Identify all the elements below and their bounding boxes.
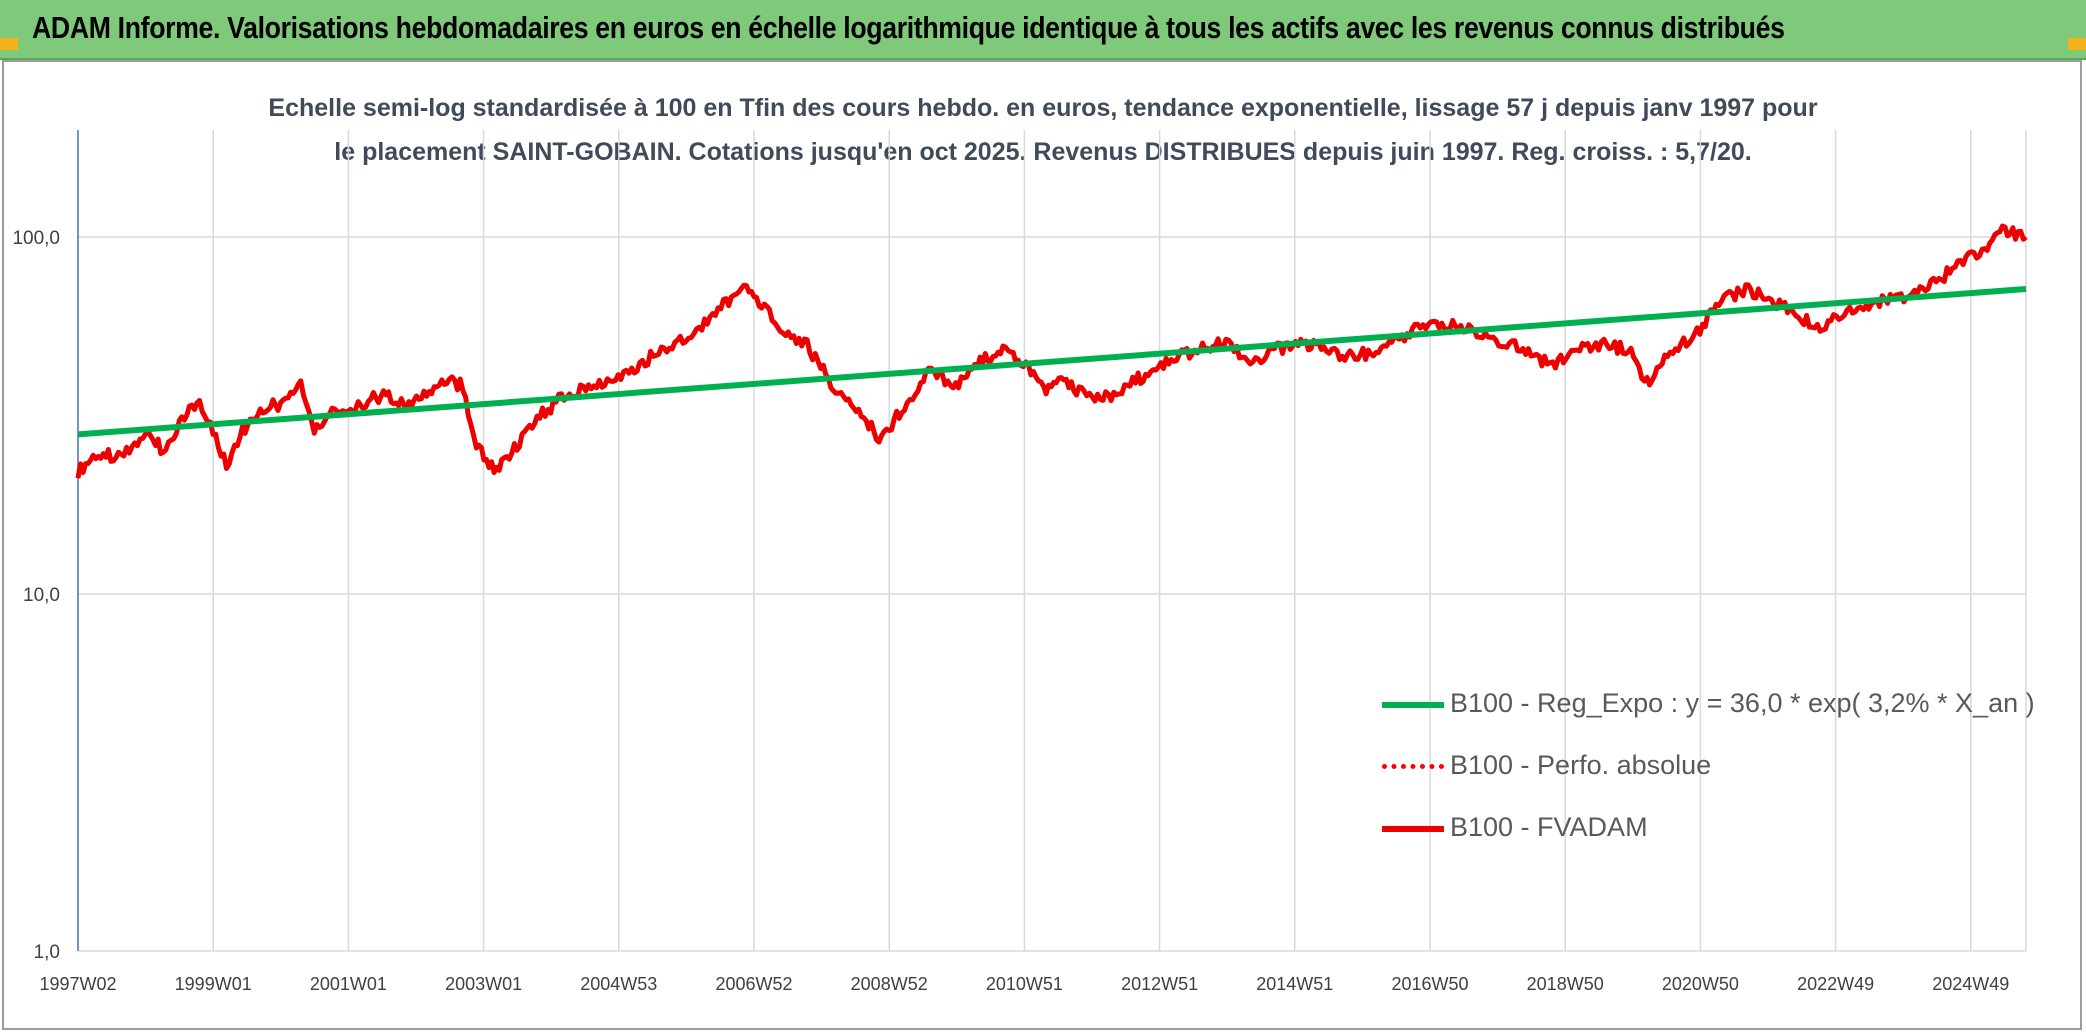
legend-swatch-regression [1382, 702, 1444, 708]
x-tick-label: 2022W49 [1797, 974, 1874, 994]
legend-swatch-fvadam [1382, 826, 1444, 832]
x-tick-label: 2018W50 [1527, 974, 1604, 994]
legend-label-fvadam: B100 - FVADAM [1450, 812, 1648, 842]
x-tick-label: 2006W52 [715, 974, 792, 994]
x-tick-label: 2010W51 [986, 974, 1063, 994]
y-tick-label: 100,0 [12, 228, 60, 249]
chart-title: Echelle semi-log standardisée à 100 en T… [0, 86, 2086, 174]
x-tick-label: 2003W01 [445, 974, 522, 994]
corner-marker-left [0, 38, 18, 50]
series-line-fvadam [75, 223, 2028, 479]
x-tick-label: 2020W50 [1662, 974, 1739, 994]
x-tick-label: 2016W50 [1391, 974, 1468, 994]
y-tick-label: 10,0 [23, 585, 60, 606]
legend-label-perfo: B100 - Perfo. absolue [1450, 750, 1712, 780]
x-tick-label: 2012W51 [1121, 974, 1198, 994]
corner-marker-right [2068, 38, 2086, 50]
chart-title-text: Echelle semi-log standardisée à 100 en T… [268, 94, 1818, 166]
x-tick-label: 2001W01 [310, 974, 387, 994]
x-tick-label: 2008W52 [851, 974, 928, 994]
x-tick-label: 2004W53 [580, 974, 657, 994]
legend-label-regression: B100 - Reg_Expo : y = 36,0 * exp( 3,2% *… [1450, 688, 2035, 718]
header-bar: ADAM Informe. Valorisations hebdomadaire… [0, 0, 2086, 60]
series-line-regression [77, 286, 2027, 438]
x-tick-label: 2014W51 [1256, 974, 1333, 994]
x-tick-label: 2024W49 [1932, 974, 2009, 994]
x-tick-label: 1997W02 [39, 974, 116, 994]
x-tick-label: 1999W01 [175, 974, 252, 994]
page-title: ADAM Informe. Valorisations hebdomadaire… [32, 10, 1785, 45]
legend-swatch-perfo [1382, 764, 1444, 769]
y-tick-label: 1,0 [34, 942, 60, 963]
